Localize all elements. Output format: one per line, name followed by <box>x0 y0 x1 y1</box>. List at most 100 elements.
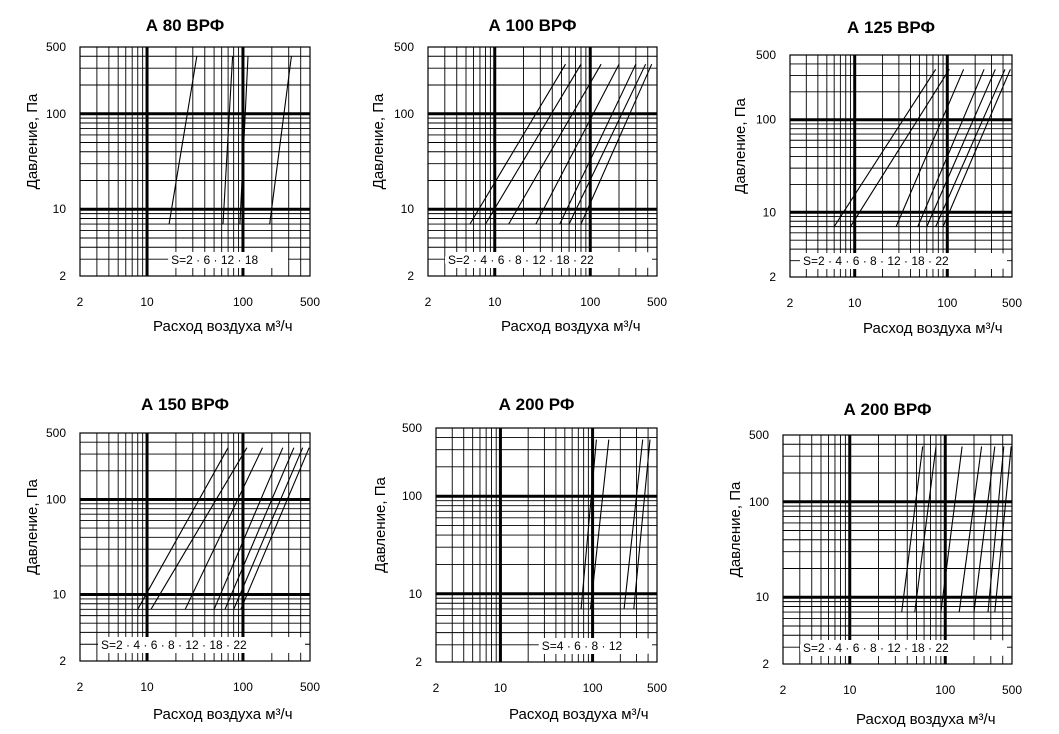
chart-grid <box>427 46 658 277</box>
y-tick-label: 500 <box>394 40 414 54</box>
y-axis-label: Давление, Па <box>727 481 744 577</box>
series-line <box>184 447 263 610</box>
x-axis-label: Расход воздуха м³/ч <box>509 706 649 723</box>
plot-frame <box>782 434 1013 665</box>
y-tick-label: 10 <box>409 587 423 601</box>
x-tick-label: 100 <box>580 295 600 309</box>
series-line <box>469 63 566 225</box>
series-line <box>240 447 310 610</box>
y-tick-label: 100 <box>402 489 422 503</box>
y-tick-label: 2 <box>59 269 66 283</box>
x-tick-label: 10 <box>848 296 862 310</box>
x-tick-label: 100 <box>935 683 955 697</box>
series-line <box>589 439 610 609</box>
x-tick-label: 100 <box>233 295 253 309</box>
y-axis-label: Давление, Па <box>24 479 41 575</box>
x-tick-label: 10 <box>494 681 508 695</box>
y-tick-label: 10 <box>53 588 67 602</box>
y-tick-label: 2 <box>59 654 66 668</box>
chart-title: А 150 ВРФ <box>141 395 229 414</box>
series-line <box>935 69 1006 227</box>
plot-frame <box>789 54 1013 278</box>
x-axis-label: Расход воздуха м³/ч <box>863 320 1003 337</box>
series-line <box>833 69 937 227</box>
y-tick-label: 2 <box>415 655 422 669</box>
y-tick-label: 500 <box>749 428 769 442</box>
y-tick-label: 2 <box>762 657 769 671</box>
series-line <box>926 69 996 227</box>
series-line <box>958 446 983 613</box>
settings-label-bg <box>800 253 1007 269</box>
chart-grid <box>789 54 1013 278</box>
series-line <box>580 439 597 609</box>
x-tick-label: 2 <box>77 680 84 694</box>
series-line <box>973 446 996 613</box>
y-tick-label: 100 <box>756 113 776 127</box>
plot-frame <box>79 432 311 662</box>
series-line <box>222 56 234 225</box>
x-tick-label: 10 <box>140 680 154 694</box>
x-tick-label: 100 <box>937 296 957 310</box>
settings-label: S=2 · 4 · 6 · 8 · 12 · 18 · 22 <box>803 254 949 268</box>
x-tick-label: 2 <box>433 681 440 695</box>
series-line <box>485 63 582 225</box>
chart-panel-1: А 80 ВРФ 2 10 100 500 2 10 100 500 Расход воздуха… <box>24 16 320 335</box>
chart-title: А 200 ВРФ <box>844 400 932 419</box>
series-line <box>633 439 651 609</box>
x-axis-label: Расход воздуха м³/ч <box>153 706 293 723</box>
chart-grid <box>435 427 658 663</box>
x-tick-label: 2 <box>780 683 787 697</box>
x-axis-label: Расход воздуха м³/ч <box>153 318 293 335</box>
x-tick-label: 500 <box>300 680 320 694</box>
y-tick-label: 10 <box>756 590 770 604</box>
series-line <box>535 63 620 225</box>
chart-grid <box>782 434 1013 665</box>
settings-label: S=2 · 4 · 6 · 8 · 12 · 18 · 22 <box>803 641 949 655</box>
y-tick-label: 100 <box>394 107 414 121</box>
y-axis-label: Давление, Па <box>732 98 749 194</box>
x-axis-label: Расход воздуха м³/ч <box>856 711 996 728</box>
series-line <box>233 447 304 610</box>
x-tick-label: 100 <box>233 680 253 694</box>
x-tick-label: 2 <box>787 296 794 310</box>
chart-grid <box>79 46 311 277</box>
y-tick-label: 500 <box>402 421 422 435</box>
y-tick-label: 500 <box>756 48 776 62</box>
x-tick-label: 2 <box>77 295 84 309</box>
plot-frame <box>435 427 658 663</box>
series-line <box>942 69 1011 227</box>
x-axis-label: Расход воздуха м³/ч <box>501 318 641 335</box>
series-line <box>213 447 284 610</box>
series-line <box>914 446 937 613</box>
series-line <box>580 63 653 225</box>
chart-title: А 80 ВРФ <box>146 16 225 35</box>
y-tick-label: 100 <box>46 492 66 506</box>
x-tick-label: 500 <box>647 295 667 309</box>
y-tick-label: 10 <box>401 202 415 216</box>
settings-label: S=4 · 6 · 8 · 12 <box>542 639 623 653</box>
chart-title: А 200 РФ <box>499 395 575 414</box>
series-line <box>269 56 292 225</box>
series-line <box>917 69 985 227</box>
x-tick-label: 500 <box>300 295 320 309</box>
y-tick-label: 2 <box>769 270 776 284</box>
chart-panel-5: А 200 РФ 2 10 100 500 2 10 100 500 Расход воздуха… <box>372 395 667 723</box>
series-line <box>150 447 248 610</box>
y-tick-label: 500 <box>46 426 66 440</box>
y-axis-label: Давление, Па <box>372 477 389 573</box>
x-tick-label: 500 <box>1002 296 1022 310</box>
series-line <box>895 69 965 227</box>
y-axis-label: Давление, Па <box>24 93 41 189</box>
x-tick-label: 500 <box>1002 683 1022 697</box>
x-tick-label: 500 <box>647 681 667 695</box>
settings-label: S=2 · 4 · 6 · 8 · 12 · 18 · 22 <box>101 638 247 652</box>
series-line <box>850 69 950 227</box>
chart-panel-2: А 100 ВРФ 2 10 100 500 2 10 100 500 Расход воздух… <box>370 16 667 335</box>
y-tick-label: 2 <box>407 269 414 283</box>
series-line <box>568 63 647 225</box>
settings-label: S=2 · 4 · 6 · 8 · 12 · 18 · 22 <box>448 253 594 267</box>
settings-label-bg <box>98 637 305 653</box>
settings-label-bg <box>538 638 652 654</box>
series-line <box>168 56 198 225</box>
